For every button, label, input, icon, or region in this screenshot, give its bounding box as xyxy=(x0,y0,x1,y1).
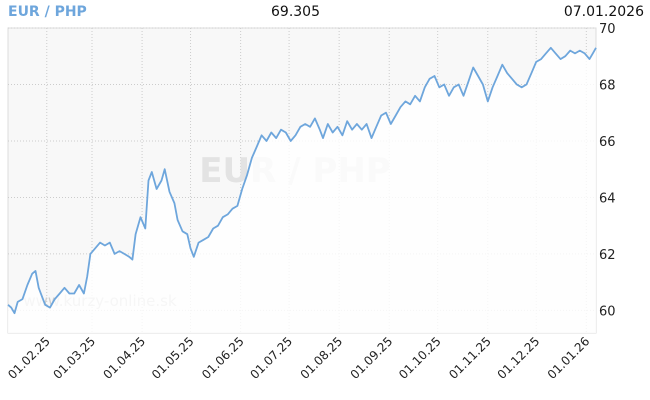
y-tick-label: 68 xyxy=(599,78,616,93)
x-tick-label: 01.07.25 xyxy=(248,334,296,382)
x-tick-label: 01.02.25 xyxy=(5,334,53,382)
series xyxy=(7,46,597,334)
x-tick-label: 01.09.25 xyxy=(348,334,396,382)
x-tick-label: 01.01.26 xyxy=(545,334,593,382)
x-tick-label: 01.03.25 xyxy=(50,334,98,382)
y-tick-label: 70 xyxy=(599,22,616,37)
pair-title: EUR / PHP xyxy=(8,4,87,20)
y-axis-ticks: 60 62 64 66 68 70 xyxy=(599,22,616,319)
x-tick-label: 01.06.25 xyxy=(199,334,247,382)
x-tick-label: 01.04.25 xyxy=(101,334,149,382)
series-area xyxy=(8,47,596,334)
x-tick-label: 01.12.25 xyxy=(495,334,543,382)
x-tick-label: 01.10.25 xyxy=(396,334,444,382)
x-tick-label: 01.05.25 xyxy=(149,334,197,382)
y-tick-label: 60 xyxy=(599,304,616,319)
x-tick-label: 01.08.25 xyxy=(298,334,346,382)
series-line xyxy=(7,46,597,315)
y-tick-label: 66 xyxy=(599,135,616,150)
last-value: 69.305 xyxy=(271,4,320,20)
x-tick-label: 01.11.25 xyxy=(446,334,494,382)
y-tick-label: 62 xyxy=(599,248,616,263)
last-date: 07.01.2026 xyxy=(563,4,644,20)
y-tick-label: 64 xyxy=(599,191,616,206)
